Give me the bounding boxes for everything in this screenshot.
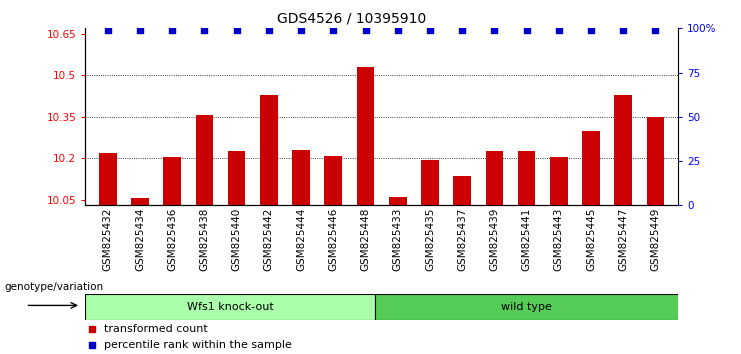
Point: [230, 27, 242, 33]
Point: [199, 27, 210, 33]
Bar: [582, 131, 600, 205]
Point: [488, 27, 500, 33]
Text: GSM825447: GSM825447: [618, 208, 628, 271]
Text: GSM825435: GSM825435: [425, 208, 435, 271]
Text: GSM825445: GSM825445: [586, 208, 596, 271]
Bar: [614, 95, 632, 205]
Text: GSM825433: GSM825433: [393, 208, 402, 271]
Bar: [485, 152, 503, 205]
Bar: [356, 67, 374, 205]
Text: GSM825441: GSM825441: [522, 208, 531, 271]
Title: GDS4526 / 10395910: GDS4526 / 10395910: [277, 12, 427, 26]
Bar: [421, 160, 439, 205]
Point: [456, 27, 468, 33]
Point: [263, 27, 275, 33]
Text: GSM825437: GSM825437: [457, 208, 467, 271]
Text: GSM825434: GSM825434: [135, 208, 145, 271]
Point: [295, 27, 307, 33]
Bar: [325, 155, 342, 205]
Text: GSM825440: GSM825440: [232, 208, 242, 271]
Text: percentile rank within the sample: percentile rank within the sample: [104, 340, 293, 350]
Point: [392, 27, 404, 33]
Point: [328, 27, 339, 33]
Text: transformed count: transformed count: [104, 324, 208, 334]
Bar: [389, 197, 407, 205]
Point: [359, 27, 371, 33]
Point: [386, 282, 398, 288]
Text: GSM825439: GSM825439: [489, 208, 499, 271]
Point: [424, 27, 436, 33]
Text: Wfs1 knock-out: Wfs1 knock-out: [187, 302, 273, 312]
Bar: [260, 95, 278, 205]
Bar: [453, 176, 471, 205]
Text: GSM825444: GSM825444: [296, 208, 306, 271]
Bar: [99, 153, 116, 205]
FancyBboxPatch shape: [375, 294, 678, 320]
Text: GSM825436: GSM825436: [167, 208, 177, 271]
Point: [134, 27, 146, 33]
Text: GSM825449: GSM825449: [651, 208, 660, 271]
Bar: [647, 117, 665, 205]
Text: wild type: wild type: [501, 302, 552, 312]
Bar: [163, 157, 181, 205]
Text: GSM825446: GSM825446: [328, 208, 339, 271]
Text: GSM825443: GSM825443: [554, 208, 564, 271]
Bar: [131, 198, 149, 205]
Text: GSM825448: GSM825448: [361, 208, 370, 271]
Bar: [518, 152, 536, 205]
Point: [166, 27, 178, 33]
Point: [585, 27, 597, 33]
Point: [617, 27, 629, 33]
Point: [386, 141, 398, 146]
Point: [102, 27, 113, 33]
Text: GSM825432: GSM825432: [103, 208, 113, 271]
FancyBboxPatch shape: [85, 294, 375, 320]
Text: genotype/variation: genotype/variation: [4, 281, 104, 291]
Point: [553, 27, 565, 33]
Point: [521, 27, 533, 33]
Bar: [196, 115, 213, 205]
Point: [650, 27, 662, 33]
Text: GSM825442: GSM825442: [264, 208, 274, 271]
Bar: [292, 150, 310, 205]
Text: GSM825438: GSM825438: [199, 208, 210, 271]
Bar: [227, 152, 245, 205]
Bar: [550, 157, 568, 205]
